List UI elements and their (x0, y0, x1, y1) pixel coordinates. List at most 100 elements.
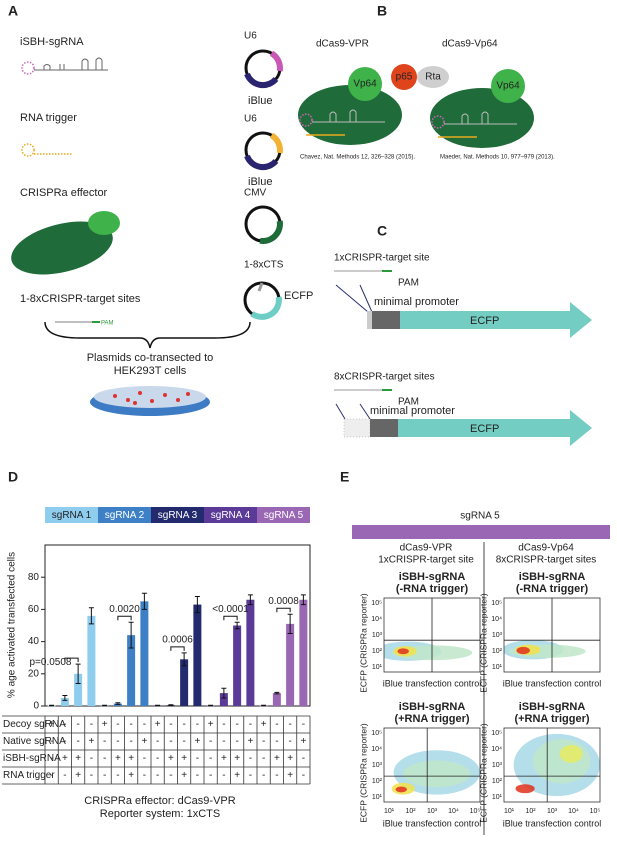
domain-label: Rta (425, 72, 441, 83)
dcas9 (11, 221, 113, 275)
table-cell: + (62, 753, 68, 764)
table-cell: - (288, 736, 291, 747)
reporter-sites: 8xCRISPR-target sites (334, 372, 435, 383)
y-tick-label: 40 (28, 636, 40, 647)
y-axis-label: % age activated transfected cells (7, 552, 18, 698)
promoter-label: CMV (244, 188, 267, 199)
reporter-sites: 1xCRISPR-target site (334, 253, 430, 264)
table-cell: - (249, 770, 252, 781)
construct-name: CRISPRa effector (20, 187, 108, 199)
legend-label: sgRNA 2 (105, 510, 145, 521)
error-bar (102, 704, 108, 707)
plasmid-insert (269, 132, 283, 154)
table-cell: - (116, 719, 119, 730)
table-cell: - (182, 719, 185, 730)
table-cell: - (262, 753, 265, 764)
table-cell: + (128, 753, 134, 764)
error-bar (181, 652, 187, 667)
table-cell: - (182, 736, 185, 747)
sgrna-structure (444, 111, 517, 125)
promoter-label: U6 (244, 114, 257, 125)
domain (417, 66, 449, 88)
table-cell: - (50, 753, 53, 764)
error-bar (88, 607, 94, 625)
error-bar (234, 621, 240, 630)
plasmid-sites (257, 282, 264, 292)
mark (113, 394, 117, 398)
panel-letter: C (377, 223, 387, 239)
construct-name: iSBH-sgRNA (20, 36, 84, 48)
bar (74, 673, 83, 706)
table-cell: - (209, 736, 212, 747)
density-blob (515, 784, 535, 794)
table-cell: - (143, 719, 146, 730)
header-bar (352, 525, 610, 539)
plasmid-gene (244, 72, 279, 89)
plasmid-gene (244, 154, 279, 171)
error-bar (128, 621, 134, 649)
table-cell: + (247, 736, 253, 747)
x-tick-label: 10⁴ (568, 808, 579, 815)
table-cell: - (63, 719, 66, 730)
y-tick-label: 10² (372, 648, 383, 655)
y-tick-label: 10³ (492, 762, 503, 769)
column-effector: dCas9-VPR (400, 543, 453, 554)
bar (286, 623, 295, 706)
sgrna-structure (34, 57, 108, 71)
column-reporter: 1xCRISPR-target site (378, 555, 474, 566)
bar (87, 615, 96, 706)
table-cell: - (103, 736, 106, 747)
y-tick-label: 10³ (372, 632, 383, 639)
table-cell: - (302, 753, 305, 764)
error-bar (49, 704, 55, 707)
table-cell: - (169, 736, 172, 747)
error-bar (274, 691, 280, 695)
plot-condition: (-RNA trigger) (396, 583, 469, 595)
site-box (343, 418, 371, 438)
error-bar (208, 704, 214, 707)
gene-label: iBlue (248, 176, 272, 188)
gate (504, 728, 600, 802)
group-bar (151, 507, 204, 523)
bar (299, 599, 308, 706)
pam-label: PAM (398, 278, 419, 289)
trigger-loop (21, 143, 35, 157)
x-tick-label: 10³ (427, 808, 438, 815)
table-cell: - (116, 770, 119, 781)
bracket (64, 657, 79, 663)
plot-condition: (-RNA trigger) (516, 583, 589, 595)
table-cell: - (143, 770, 146, 781)
table-cell: + (181, 770, 187, 781)
pam-label: PAM (101, 321, 114, 327)
table-cell: - (50, 736, 53, 747)
y-tick-label: 10¹ (372, 664, 383, 671)
table-cell: + (234, 770, 240, 781)
table-cell: - (63, 770, 66, 781)
table-cell: - (103, 753, 106, 764)
x-tick-label: 10² (405, 808, 416, 815)
table-cell: - (222, 736, 225, 747)
x-axis-label: iBlue transfection control (503, 818, 602, 828)
y-tick-label: 10⁵ (491, 730, 502, 737)
table-cell: - (302, 719, 305, 730)
table-cell: - (249, 753, 252, 764)
y-tick-label: 10⁴ (371, 616, 382, 623)
table-cell: - (209, 770, 212, 781)
table-cell: + (75, 770, 81, 781)
effector-name: dCas9-Vp64 (442, 39, 498, 50)
y-tick-label: 10¹ (492, 664, 503, 671)
table-cell: - (302, 770, 305, 781)
pam-label: PAM (398, 397, 419, 408)
density-blob (532, 739, 591, 784)
bar (60, 697, 69, 706)
error-bar (168, 704, 174, 707)
plot-frame (383, 727, 481, 803)
y-tick-label: 0 (33, 701, 39, 712)
table-cell: + (128, 770, 134, 781)
legend-label: sgRNA 4 (211, 510, 251, 521)
x-tick-label: 10⁵ (470, 808, 481, 815)
domain (491, 69, 525, 103)
plot-frame (503, 727, 601, 803)
caption: HEK293T cells (114, 365, 187, 377)
